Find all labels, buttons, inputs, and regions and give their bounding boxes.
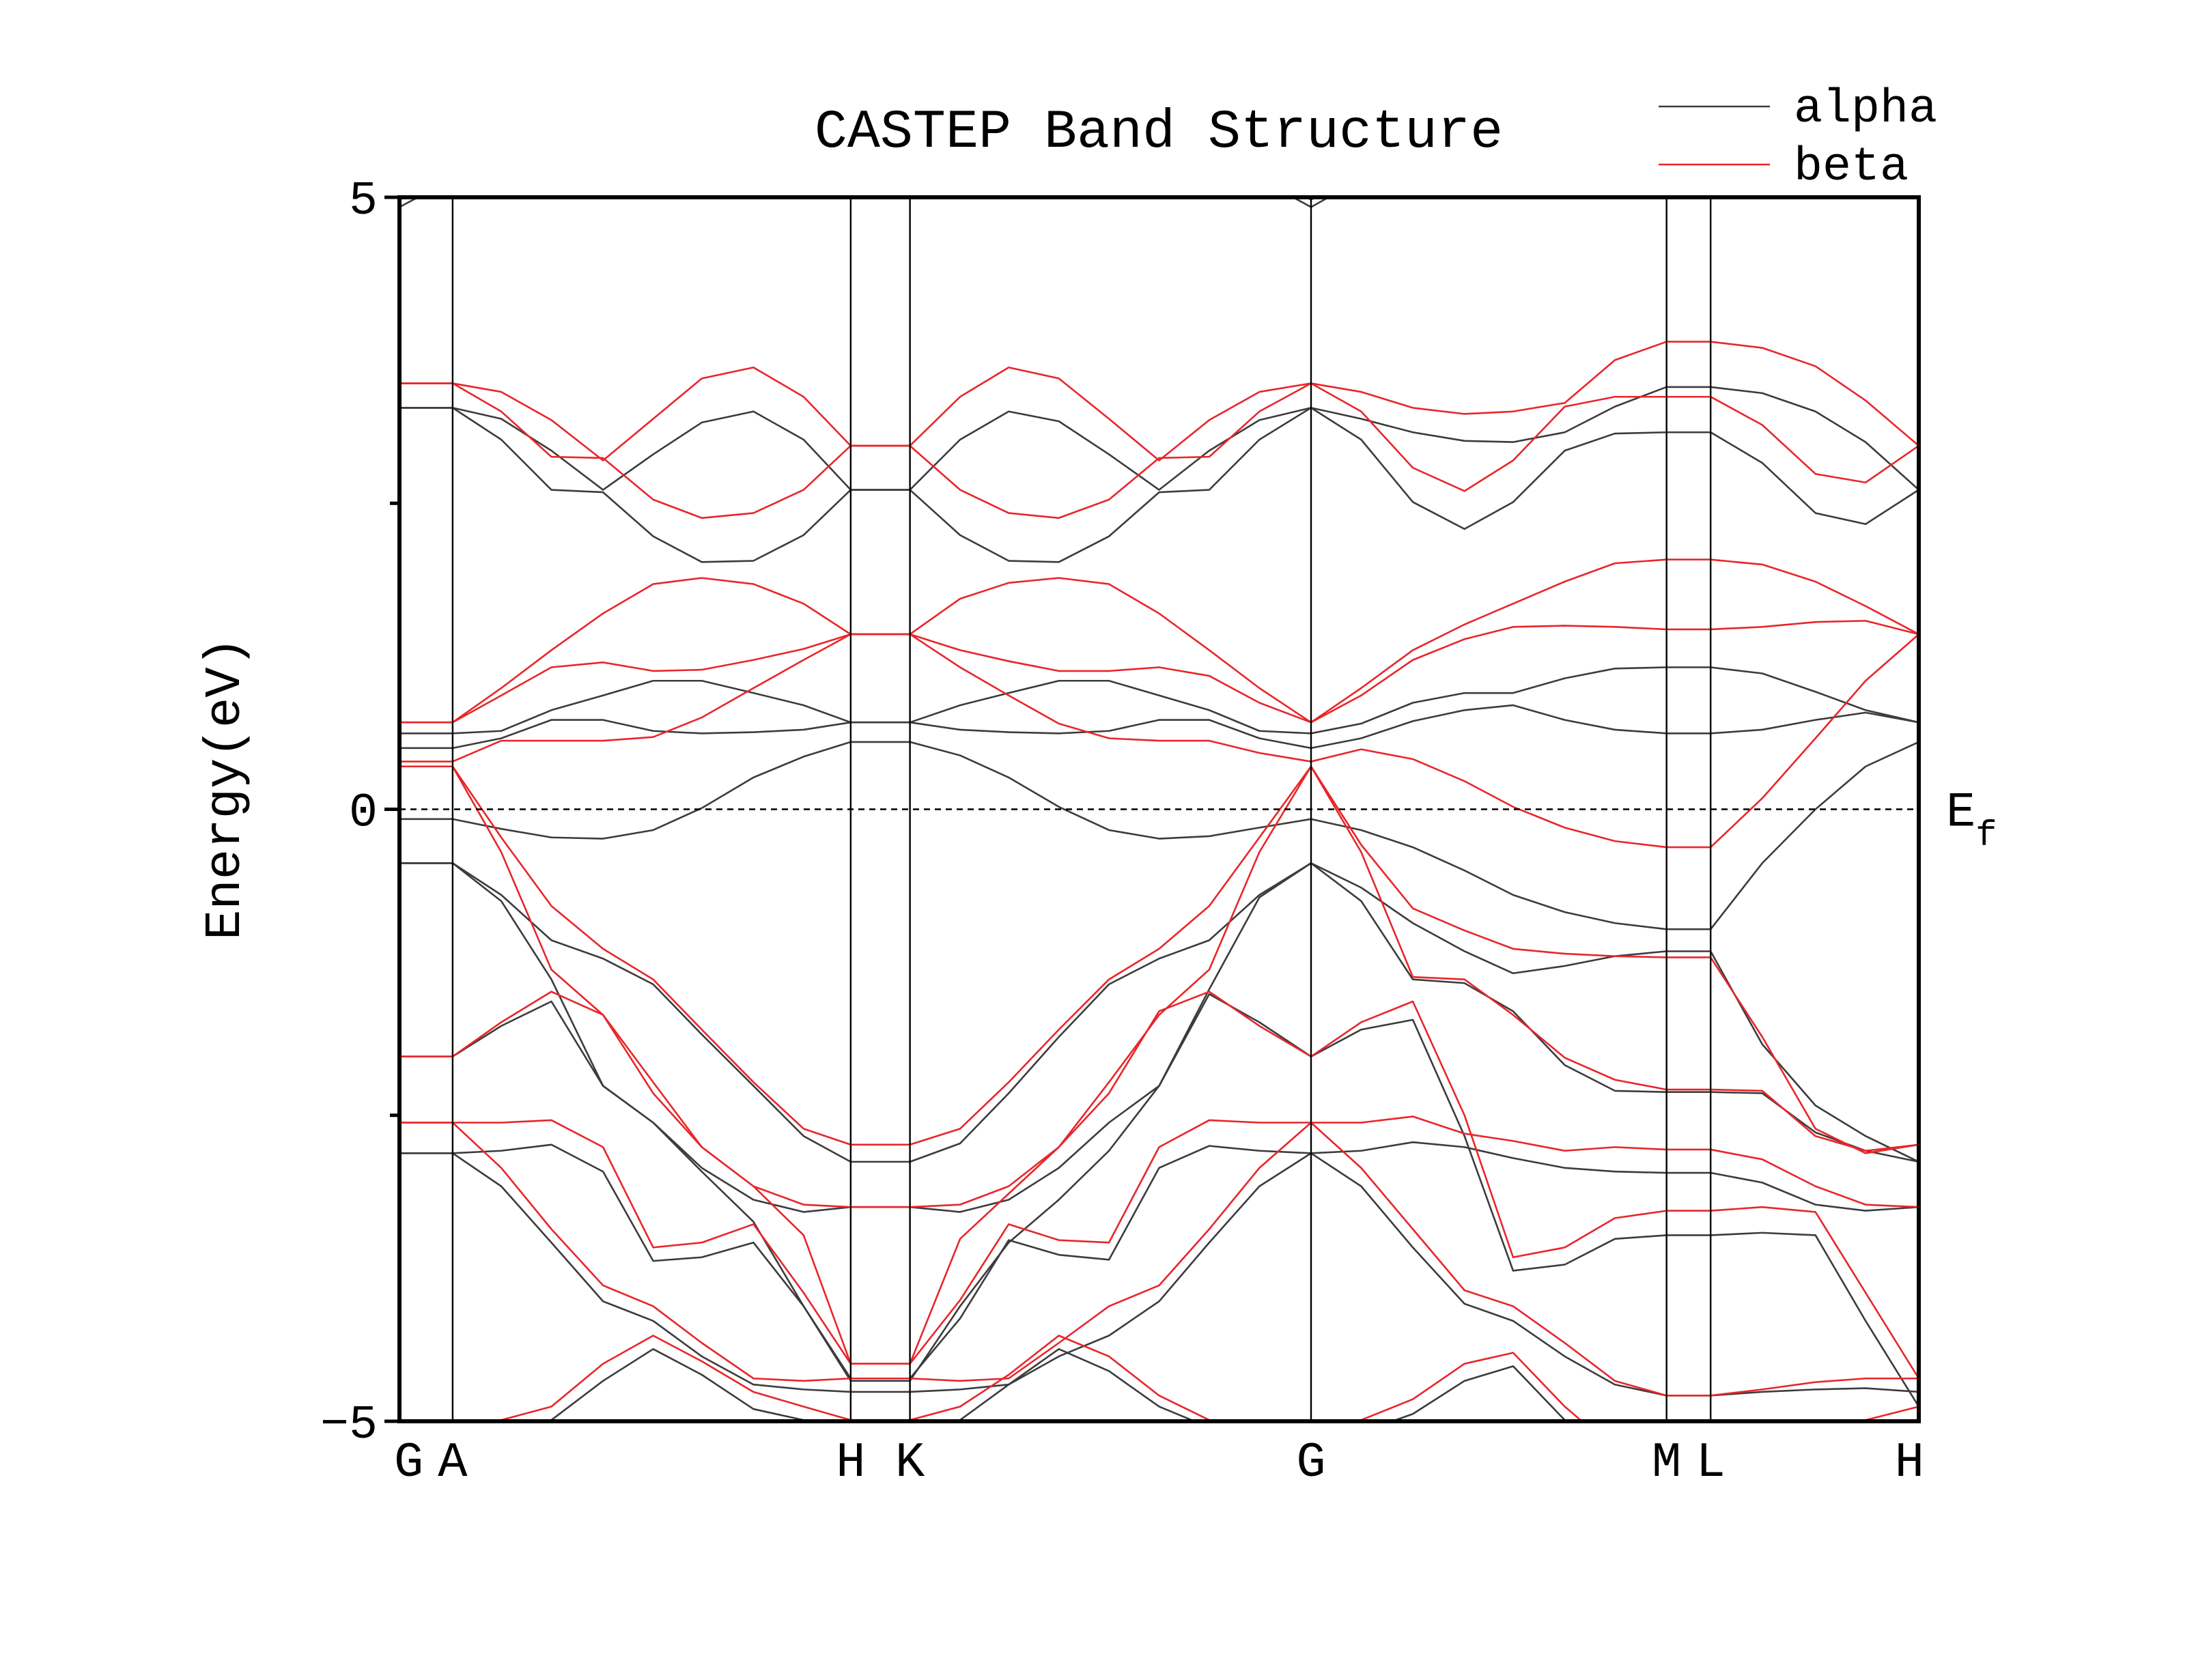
band-line — [399, 341, 1919, 461]
y-tick-label: 0 — [349, 787, 378, 841]
band-line — [399, 704, 1919, 750]
band-line — [399, 862, 1919, 1213]
band-line — [399, 558, 1919, 724]
y-axis-label: Energy(eV) — [197, 637, 255, 940]
band-line — [399, 1152, 1919, 1397]
x-tick-label: L — [1696, 1435, 1726, 1491]
band-line — [399, 765, 1919, 1208]
chart-title: CASTEP Band Structure — [815, 102, 1503, 164]
x-tick-label: K — [895, 1435, 925, 1491]
band-line — [399, 741, 1919, 930]
band-line — [399, 1141, 1919, 1380]
x-tick-label: G — [1296, 1435, 1325, 1491]
band-line — [399, 407, 1919, 563]
x-tick-label: M — [1652, 1435, 1681, 1491]
legend-label: beta — [1794, 141, 1909, 195]
band-line — [399, 991, 1919, 1379]
band-line — [399, 1115, 1919, 1365]
band-line — [399, 765, 1919, 1154]
fermi-label: Ef — [1946, 785, 1997, 856]
band-line — [399, 1122, 1919, 1397]
x-tick-label: H — [1895, 1435, 1924, 1491]
y-tick-label: −5 — [320, 1399, 378, 1453]
band-line — [399, 382, 1919, 519]
fermi-label-sub: f — [1975, 816, 1997, 856]
fermi-label-main: E — [1946, 785, 1975, 841]
x-tick-label: G — [394, 1435, 423, 1491]
x-tick-label: A — [438, 1435, 468, 1491]
band-line — [399, 666, 1919, 735]
band-line — [399, 620, 1919, 724]
band-line — [399, 386, 1919, 491]
legend-label: alpha — [1794, 83, 1937, 137]
band-line — [494, 1335, 1919, 1421]
bands — [399, 197, 1919, 1421]
band-line — [542, 1348, 1919, 1421]
x-tick-label: H — [836, 1435, 865, 1491]
band-line — [399, 993, 1919, 1408]
y-tick-label: 5 — [349, 175, 378, 229]
